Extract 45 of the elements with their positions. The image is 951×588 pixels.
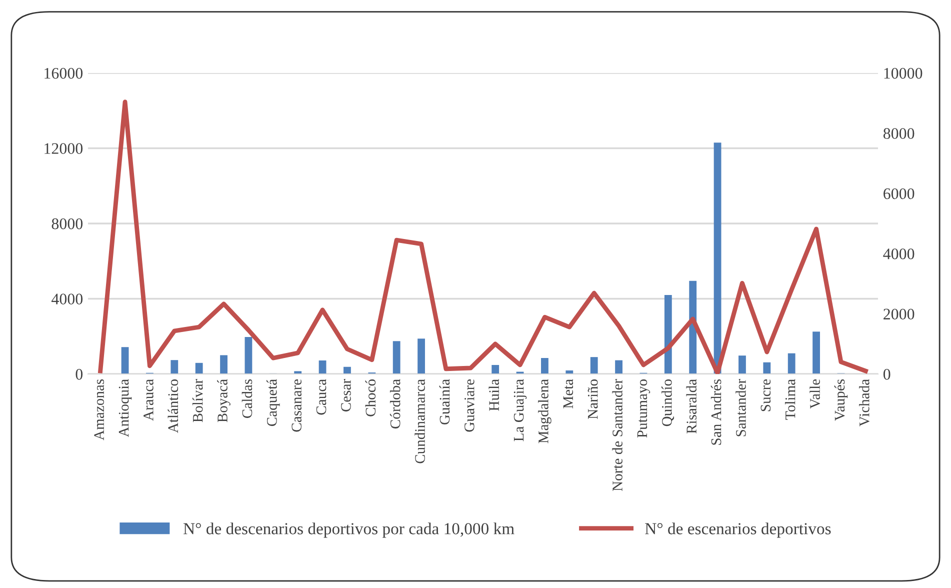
x-tick-label: Arauca (144, 379, 154, 421)
y2-tick-label: 6000 (884, 188, 914, 200)
x-tick-label: Putumayo (637, 379, 650, 438)
x-tick-label: Vichada (859, 379, 870, 426)
x-tick-label: Casanare (292, 379, 302, 432)
x-tick-label: Tolima (784, 379, 796, 420)
y-tick-label: 8000 (52, 218, 83, 230)
x-tick-label: Caquetá (266, 379, 280, 426)
x-tick-label: Boyacá (217, 379, 230, 422)
y2-tick-label: 8000 (883, 128, 914, 139)
x-tick-label: Atlántico (168, 379, 178, 433)
x-tick-label: La Guajira (514, 379, 527, 442)
x-tick-label: Vaupés (834, 379, 848, 421)
x-tick-label: Santander (736, 378, 746, 436)
x-tick-label: Magdalena (538, 379, 552, 444)
x-tick-label: Sucre (760, 379, 771, 412)
x-tick-label: Meta (563, 379, 574, 408)
y-tick-label: 4000 (52, 294, 83, 304)
x-tick-label: Cauca (316, 379, 326, 415)
y-tick-label: 12000 (44, 143, 83, 154)
x-tick-label: Norte de Santander (612, 378, 622, 492)
y2-tick-label: 0 (883, 368, 890, 380)
x-tick-label: Antioquia (118, 379, 132, 438)
y2-tick-label: 2000 (884, 308, 914, 320)
y-tick-label: 0 (76, 368, 83, 380)
y-tick-label: 16000 (44, 68, 83, 79)
x-tick-label: Chocó (365, 379, 376, 416)
x-tick-label: Guaviare (464, 379, 474, 432)
x-tick-label: Bolívar (192, 378, 203, 422)
legend-label: N° de escenarios deportivos (645, 522, 831, 538)
x-tick-label: Risaralda (686, 379, 696, 434)
x-tick-label: Valle (810, 379, 820, 409)
x-tick-label: Nariño (588, 379, 598, 419)
legend-label: N° de descenarios deportivos por cada 10,000 km (184, 522, 514, 538)
y2-tick-label: 10000 (884, 68, 922, 79)
x-tick-label: Quindío (662, 379, 674, 426)
x-tick-label: Cesar (341, 378, 351, 412)
x-tick-label: San Andrés (710, 379, 722, 445)
x-tick-label: Amazonas (94, 379, 104, 440)
x-tick-label: Huila (488, 379, 499, 411)
x-tick-label: Guainía (439, 379, 450, 424)
x-tick-label: Cundinamarca (414, 379, 425, 464)
y2-tick-label: 4000 (883, 248, 914, 260)
x-tick-label: Córdoba (390, 379, 400, 428)
x-tick-label: Caldas (242, 379, 252, 418)
